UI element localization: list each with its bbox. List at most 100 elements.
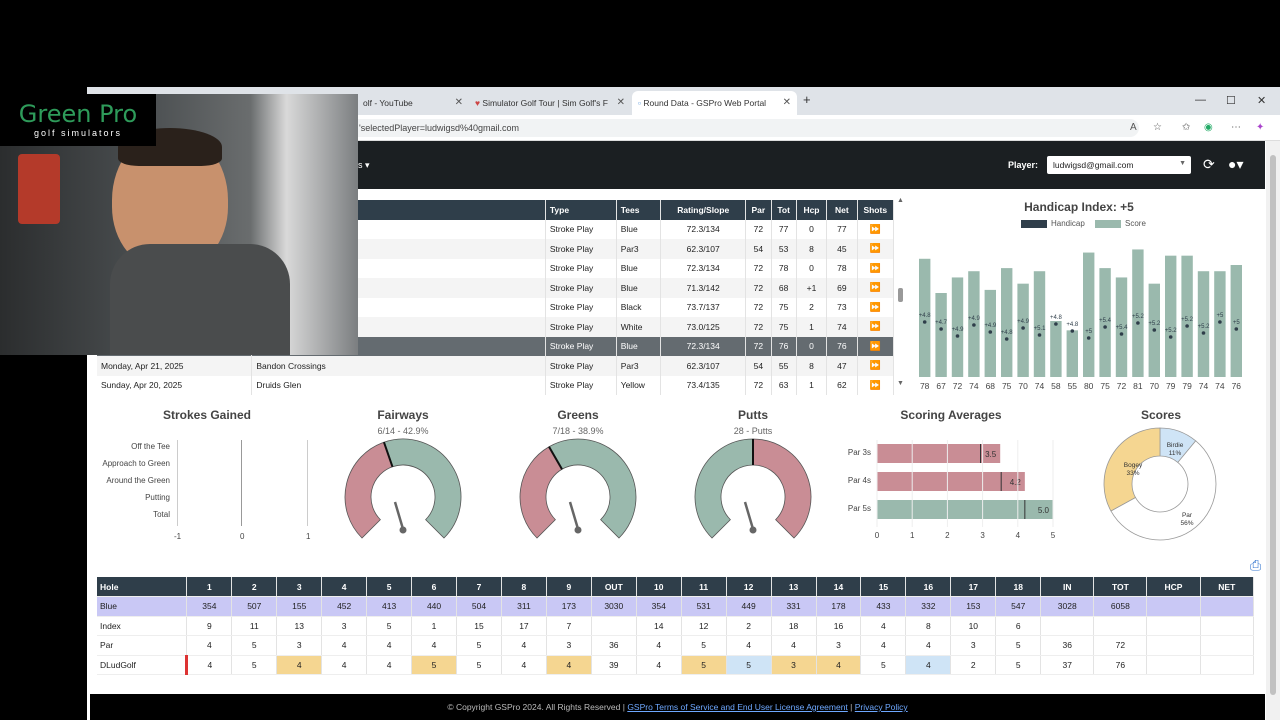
print-icon[interactable]: ⎙ — [1250, 557, 1262, 573]
score-bar — [1066, 330, 1078, 377]
handicap-label: +5.2 — [1181, 317, 1194, 323]
round-cell-hcp: 0 — [796, 258, 828, 278]
page-scroll-thumb[interactable] — [1270, 155, 1276, 695]
privacy-link[interactable]: Privacy Policy — [854, 702, 908, 712]
round-cell-rating: 72.3/134 — [660, 219, 747, 239]
scorecard-cell: 14 — [636, 616, 682, 636]
pie-label: 33% — [1126, 470, 1139, 477]
scorecard-cell: 4 — [636, 635, 682, 656]
close-icon[interactable]: ✕ — [454, 97, 463, 108]
scorecard-cell: 10 — [950, 616, 997, 636]
round-row[interactable]: Monday, Apr 21, 2025 Bandon Crossings Stro… — [97, 356, 895, 376]
refresh-icon[interactable]: ⟳ — [1203, 156, 1215, 172]
scorecard-cell: 17 — [501, 616, 547, 636]
page-scrollbar[interactable] — [1266, 141, 1280, 720]
round-cell-shots[interactable]: ⏩ — [857, 356, 895, 376]
gauge-hub — [399, 526, 407, 534]
extension-icon[interactable]: ◉ — [1204, 122, 1213, 133]
scorecard-cell: 331 — [771, 596, 817, 617]
scorecard-cell — [1146, 616, 1201, 636]
scorecard-cell: 18 — [995, 577, 1042, 597]
handicap-point — [1218, 320, 1222, 324]
scorecard-cell: 76 — [1093, 655, 1148, 675]
scorecard-cell: 8 — [905, 616, 952, 636]
score-bar — [1214, 271, 1226, 377]
round-cell-tees: Blue — [616, 278, 662, 298]
maximize-icon[interactable]: ☐ — [1226, 95, 1236, 107]
scorecard-cell: 4 — [816, 655, 862, 675]
tab-sim-golf[interactable]: ♥ Simulator Golf Tour | Sim Golf's F ✕ — [469, 91, 631, 115]
x-tick-label: 70 — [1018, 381, 1028, 391]
score-bar — [919, 258, 931, 377]
player-select[interactable]: ludwigsd@gmail.com ▼ — [1047, 156, 1191, 174]
scorecard-cell: 3 — [816, 635, 862, 656]
tab-youtube[interactable]: olf - YouTube ✕ — [357, 91, 469, 115]
round-row[interactable]: Sunday, Apr 20, 2025 Druids Glen Stroke Pl… — [97, 375, 895, 395]
pie-slice — [1103, 427, 1161, 512]
read-aloud-icon[interactable]: A — [1130, 122, 1137, 133]
scroll-up-icon[interactable]: ▲ — [897, 197, 904, 204]
round-cell-shots[interactable]: ⏩ — [857, 239, 895, 259]
handicap-label: +5.2 — [1132, 314, 1145, 320]
sg-tick: -1 — [174, 532, 182, 541]
rounds-scrollbar[interactable]: ▲ ▼ — [897, 197, 905, 390]
round-cell-shots[interactable]: ⏩ — [857, 278, 895, 298]
minimize-icon[interactable]: — — [1195, 94, 1206, 106]
score-bar — [1001, 268, 1013, 377]
round-cell-shots[interactable]: ⏩ — [857, 317, 895, 337]
scorecard-cell: 72 — [1093, 635, 1148, 656]
fairways-title: Fairways — [377, 408, 429, 422]
gauge-arc-good — [694, 438, 754, 539]
round-cell-par: 72 — [745, 375, 772, 395]
round-cell-tot: 76 — [771, 336, 797, 356]
gauge-arc-bad — [752, 438, 812, 539]
round-cell-shots[interactable]: ⏩ — [857, 219, 895, 239]
handicap-point — [1185, 324, 1189, 328]
round-cell-shots[interactable]: ⏩ — [857, 336, 895, 356]
scroll-thumb[interactable] — [898, 288, 903, 302]
scorecard-cell: NET — [1200, 577, 1255, 597]
tab-round-data[interactable]: ▫ Round Data - GSPro Web Portal ✕ — [632, 91, 797, 115]
scorecard-cell: DLudGolf — [97, 655, 189, 675]
tos-link[interactable]: GSPro Terms of Service and End User Lice… — [627, 702, 848, 712]
sg-zero-line — [241, 440, 242, 526]
round-cell-par: 72 — [745, 258, 772, 278]
sg-tick: 0 — [240, 532, 245, 541]
scorecard-cell: 5 — [995, 655, 1042, 675]
scorecard-cell — [1200, 616, 1255, 636]
scorecard-cell: 354 — [636, 596, 682, 617]
handicap-point — [1234, 327, 1239, 331]
handicap-point — [1103, 325, 1107, 329]
close-icon[interactable]: ✕ — [782, 97, 791, 108]
greens-title: Greens — [557, 408, 599, 422]
new-tab-icon[interactable]: + — [803, 92, 811, 107]
col-shots: Shots — [857, 200, 895, 220]
close-window-icon[interactable]: ✕ — [1257, 95, 1267, 107]
handicap-label: +4.8 — [1001, 330, 1014, 336]
favorite-star-icon[interactable]: ☆ — [1153, 122, 1162, 133]
greens-gauge — [519, 438, 637, 539]
handicap-point — [922, 320, 927, 324]
gauge-arc-bad — [344, 441, 394, 539]
user-account-icon[interactable]: ●▾ — [1228, 156, 1244, 172]
scroll-down-icon[interactable]: ▼ — [897, 380, 904, 387]
copilot-icon[interactable]: ✦ — [1256, 122, 1265, 133]
round-cell-shots[interactable]: ⏩ — [857, 375, 895, 395]
round-cell-shots[interactable]: ⏩ — [857, 297, 895, 317]
scorecard-cell: 332 — [905, 596, 952, 617]
favorites-icon[interactable]: ✩ — [1182, 122, 1191, 133]
more-menu-icon[interactable]: ⋯ — [1231, 122, 1241, 133]
x-tick-label: 74 — [1199, 381, 1209, 391]
x-tick-label: 74 — [969, 381, 979, 391]
scorecard-cell: Hole — [97, 577, 188, 597]
col-par: Par — [745, 200, 772, 220]
handicap-label: +4.9 — [952, 327, 965, 333]
nav-menu-fragment[interactable]: s ▾ — [358, 160, 370, 170]
round-cell-shots[interactable]: ⏩ — [857, 258, 895, 278]
putts-gauge — [694, 438, 812, 539]
scorecard-cell: 311 — [501, 596, 547, 617]
handicap-chart: Handicap Index: +5 Handicap Score +4.8 78… — [909, 197, 1249, 397]
round-cell-tot: 77 — [771, 219, 797, 239]
handicap-point — [1152, 328, 1157, 332]
close-icon[interactable]: ✕ — [616, 97, 625, 108]
